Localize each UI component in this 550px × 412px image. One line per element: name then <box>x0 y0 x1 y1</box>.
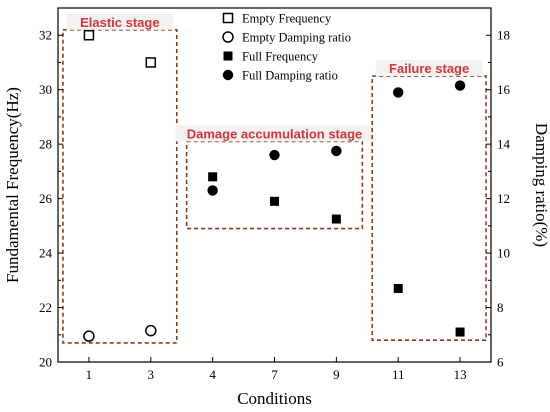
marks-layer <box>83 29 466 342</box>
legend-marker-1 <box>222 31 234 43</box>
y-right-tick-label-12: 12 <box>497 191 510 206</box>
point-s1-1 <box>83 330 95 342</box>
y-left-axis-title: Fundamental Frequency(Hz) <box>3 87 22 283</box>
legend-marker-3 <box>222 69 234 81</box>
point-s2-7 <box>270 196 279 206</box>
stage-label-bg-0 <box>66 13 174 30</box>
stage-box-2 <box>371 75 487 342</box>
y-left-tick-label-30: 30 <box>39 82 52 97</box>
point-s2-13 <box>455 327 465 337</box>
y-left-tick-label-32: 32 <box>39 28 52 43</box>
y-left-tick-label-24: 24 <box>39 246 53 261</box>
x-tick-label-7: 7 <box>271 367 278 382</box>
y-right-tick-label-16: 16 <box>497 82 511 97</box>
x-axis-title: Conditions <box>237 389 312 408</box>
y-left-tick-label-28: 28 <box>39 137 52 152</box>
legend-entry-1: Empty Damping ratio <box>242 31 351 45</box>
y-right-tick-label-8: 8 <box>497 300 504 315</box>
point-s3-13 <box>454 80 466 91</box>
point-s0-1 <box>83 29 95 41</box>
point-s2-9 <box>331 214 341 224</box>
legend-marker-0 <box>222 12 234 24</box>
y-right-axis-title: Damping ratio(%) <box>532 123 550 247</box>
stage-layer: Elastic stage Damage accumulation stage Fa… <box>62 13 487 344</box>
y-right-tick-label-10: 10 <box>497 246 510 261</box>
x-tick-label-9: 9 <box>333 367 340 382</box>
stage-label-bg-1 <box>175 125 374 142</box>
y-left-tick-label-22: 22 <box>39 300 52 315</box>
stage-label-bg-2 <box>375 60 483 77</box>
point-s2-4 <box>208 172 218 182</box>
y-right-tick-label-18: 18 <box>497 28 510 43</box>
y-left-tick-label-26: 26 <box>39 191 53 206</box>
y-left-tick-label-20: 20 <box>39 355 52 370</box>
legend-entry-3: Full Damping ratio <box>242 69 338 83</box>
x-tick-label-4: 4 <box>209 367 216 382</box>
x-tick-label-3: 3 <box>148 367 155 382</box>
legend-marker-2 <box>223 51 233 61</box>
stage-label-1: Damage accumulation stage <box>187 126 363 141</box>
point-s3-11 <box>393 87 404 98</box>
legend-entry-2: Full Frequency <box>242 50 319 64</box>
stage-box-0 <box>62 28 178 344</box>
legend-entry-0: Empty Frequency <box>242 12 332 26</box>
point-s3-9 <box>331 145 342 157</box>
stage-label-0: Elastic stage <box>80 15 160 30</box>
point-s1-3 <box>145 324 157 337</box>
point-s3-7 <box>269 149 280 161</box>
y-right-tick-label-14: 14 <box>497 137 511 152</box>
x-tick-label-11: 11 <box>392 367 405 382</box>
x-tick-label-13: 13 <box>454 367 467 382</box>
axes-layer: 1 3 4 7 9 11 1320222426283032681012141618Condi… <box>3 7 550 408</box>
y-right-tick-label-6: 6 <box>497 355 504 370</box>
point-s2-11 <box>393 283 403 293</box>
point-s3-4 <box>207 185 218 196</box>
stage-label-2: Failure stage <box>389 61 469 76</box>
legend: Empty Frequency Empty Damping ratio Full F… <box>222 12 351 83</box>
x-tick-label-1: 1 <box>86 367 93 382</box>
point-s0-3 <box>145 57 157 68</box>
